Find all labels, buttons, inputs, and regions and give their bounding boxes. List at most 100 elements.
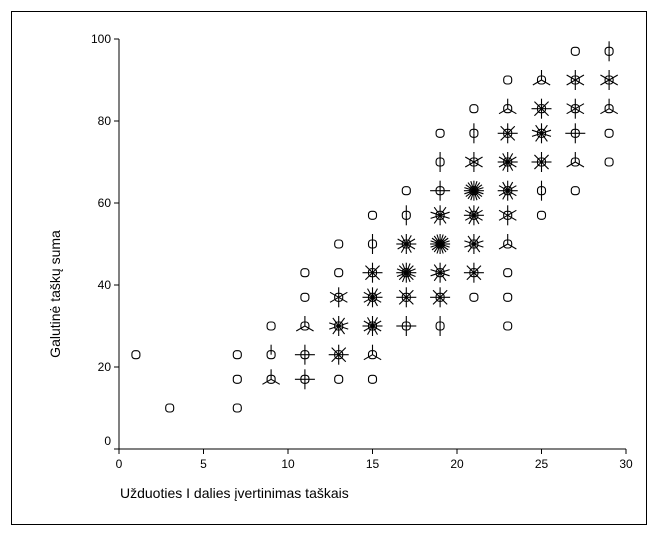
- sunflower-petal: [566, 74, 576, 81]
- sunflower-petal: [473, 214, 483, 221]
- data-point: [536, 210, 547, 220]
- sunflower-petal: [329, 291, 339, 298]
- data-point: [600, 98, 619, 115]
- data-point: [362, 262, 383, 283]
- data-point: [503, 292, 513, 302]
- sunflower-petal: [365, 272, 373, 281]
- data-point: [566, 70, 585, 90]
- data-point: [498, 205, 517, 226]
- sunflower-petal: [329, 325, 339, 330]
- sunflower-petal: [575, 74, 585, 81]
- sunflower-petal: [405, 263, 411, 273]
- data-point: [396, 316, 417, 336]
- sunflower-petal: [541, 132, 552, 137]
- sunflower-petal: [439, 264, 447, 274]
- sunflower-petal: [507, 132, 516, 141]
- point-marker: [266, 321, 276, 331]
- sunflower-petal: [507, 161, 517, 168]
- data-point: [334, 374, 344, 384]
- data-point: [565, 123, 586, 144]
- sunflower-petal: [398, 272, 407, 281]
- sunflower-petal: [498, 161, 508, 168]
- sunflower-petal: [541, 132, 548, 142]
- data-point: [497, 123, 518, 144]
- data-point: [503, 321, 513, 331]
- x-tick-label: 25: [535, 457, 549, 471]
- data-point: [435, 316, 445, 336]
- point-marker: [334, 239, 344, 249]
- data-point: [469, 104, 479, 114]
- sunflower-petal: [575, 108, 585, 115]
- data-point: [532, 70, 551, 86]
- point-marker: [435, 128, 445, 138]
- data-point: [266, 344, 276, 360]
- sunflower-petal: [430, 269, 441, 274]
- sunflower-petal: [439, 289, 448, 298]
- sunflower-petal: [473, 181, 478, 191]
- sunflower-petal: [430, 272, 441, 277]
- sunflower-petal: [575, 161, 585, 168]
- sunflower-petal: [531, 129, 542, 134]
- sunflower-petal: [498, 190, 508, 197]
- sunflower-petal: [498, 209, 508, 216]
- x-tick-label: 0: [116, 457, 123, 471]
- sunflower-petal: [473, 272, 482, 281]
- sunflower-petal: [541, 161, 549, 170]
- sunflower-petal: [262, 378, 272, 385]
- data-point: [232, 350, 242, 360]
- sunflower-petal: [439, 214, 447, 224]
- data-point: [435, 128, 445, 138]
- sunflower-petal: [432, 289, 441, 298]
- sunflower-petal: [432, 296, 441, 305]
- sunflower-petal: [372, 354, 382, 361]
- sunflower-petal: [372, 325, 382, 332]
- data-point: [604, 157, 614, 167]
- data-point: [503, 75, 513, 85]
- data-point: [463, 262, 484, 283]
- sunflower-petal: [502, 161, 509, 171]
- sunflower-petal: [600, 108, 610, 115]
- data-point: [131, 350, 141, 360]
- y-tick-label: 80: [98, 114, 112, 128]
- sunflower-petal: [398, 289, 407, 298]
- data-point: [295, 316, 314, 332]
- point-marker: [503, 75, 513, 85]
- data-point: [604, 41, 614, 62]
- data-point: [430, 180, 451, 201]
- point-marker: [604, 128, 614, 138]
- sunflower-petal: [372, 317, 378, 327]
- sunflower-petal: [507, 181, 514, 191]
- sunflower-petal: [338, 291, 348, 298]
- sunflower-petal: [372, 272, 380, 281]
- data-point: [570, 186, 580, 196]
- sunflower-petal: [372, 325, 378, 335]
- sunflower-petal: [535, 132, 542, 142]
- sunflower-petal: [464, 209, 475, 216]
- data-point: [566, 98, 585, 119]
- sunflower-petal: [464, 214, 475, 221]
- sunflower-petal: [363, 291, 373, 298]
- sunflower-petal: [498, 156, 508, 163]
- sunflower-petal: [500, 125, 509, 134]
- sunflower-petal: [507, 185, 517, 192]
- sunflower-petal: [473, 156, 483, 163]
- sunflower-petal: [507, 153, 514, 163]
- sunflower-petal: [507, 161, 514, 171]
- point-marker: [232, 350, 242, 360]
- data-point: [396, 234, 417, 254]
- data-point: [300, 268, 310, 278]
- sunflower-petal: [467, 243, 475, 253]
- sunflower-petal: [507, 243, 517, 250]
- sunflower-petal: [363, 354, 373, 361]
- sunflower-petal: [532, 79, 542, 86]
- sunflower-petal: [464, 161, 475, 168]
- data-point: [232, 374, 242, 384]
- point-marker: [401, 186, 411, 196]
- sunflower-petal: [363, 325, 373, 332]
- sunflower-petal: [397, 238, 407, 245]
- point-marker: [570, 186, 580, 196]
- data-point: [469, 123, 479, 144]
- sunflower-petal: [468, 215, 475, 225]
- sunflower-petal: [363, 296, 373, 303]
- data-point: [300, 292, 310, 302]
